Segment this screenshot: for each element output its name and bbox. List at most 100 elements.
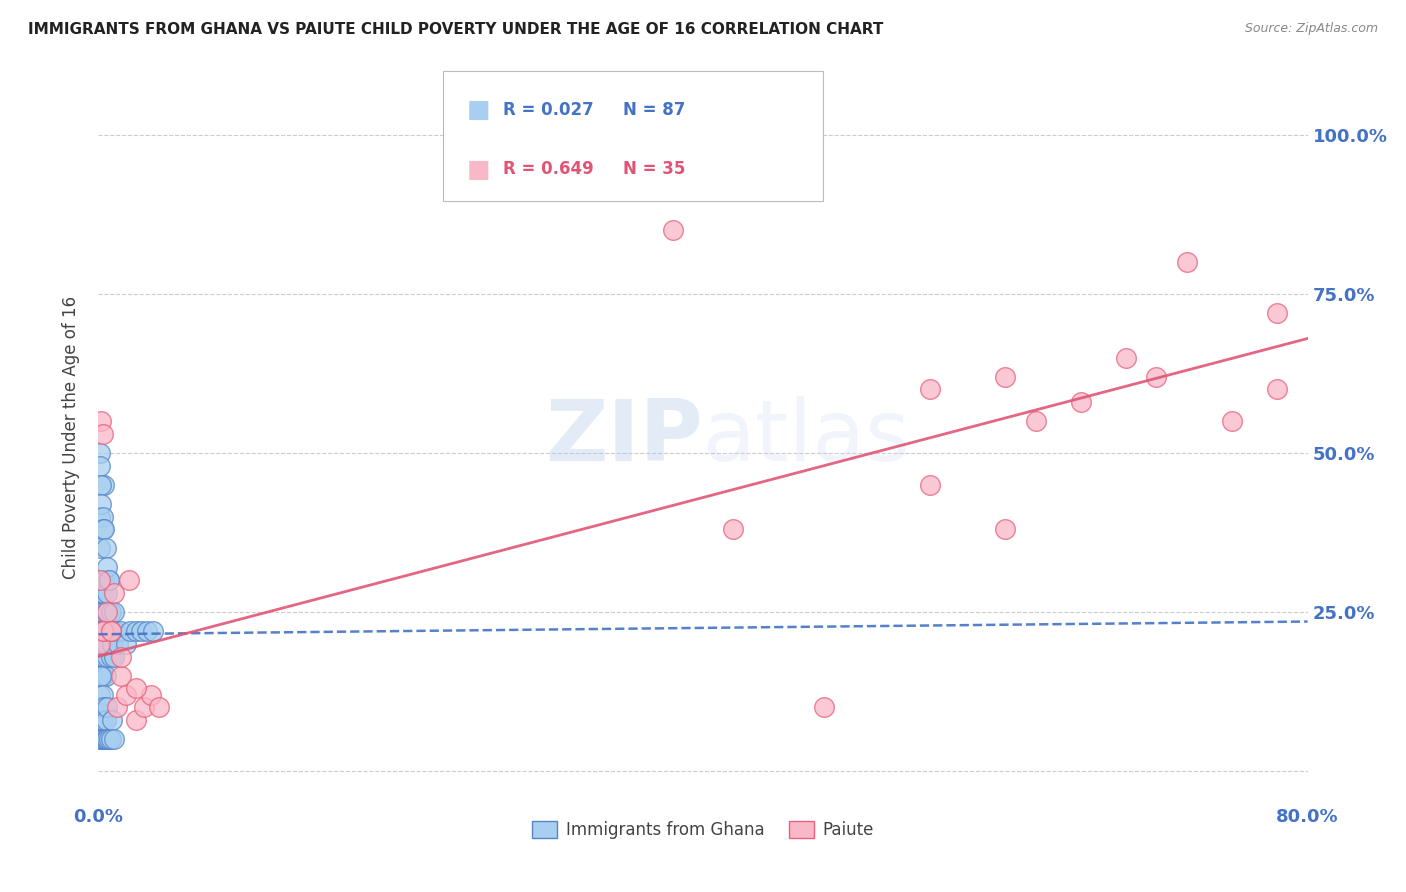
- Point: [1070, 395, 1092, 409]
- Point: [89, 605, 111, 619]
- Point: [141, 688, 163, 702]
- Point: [135, 624, 157, 638]
- Point: [91, 649, 114, 664]
- Point: [90, 668, 112, 682]
- Point: [96, 700, 118, 714]
- Point: [101, 637, 124, 651]
- Point: [723, 522, 745, 536]
- Point: [93, 522, 115, 536]
- Point: [90, 414, 112, 428]
- Point: [90, 573, 112, 587]
- Point: [1024, 414, 1046, 428]
- Point: [90, 649, 112, 664]
- Point: [89, 624, 111, 638]
- Point: [918, 477, 941, 491]
- Point: [104, 624, 127, 638]
- Point: [89, 509, 111, 524]
- Point: [125, 624, 148, 638]
- Point: [91, 522, 114, 536]
- Point: [94, 637, 117, 651]
- Point: [94, 668, 117, 682]
- Text: ■: ■: [467, 158, 491, 181]
- Point: [125, 713, 148, 727]
- Text: ZIP: ZIP: [546, 395, 703, 479]
- Point: [101, 713, 124, 727]
- Point: [114, 637, 136, 651]
- Point: [93, 624, 115, 638]
- Point: [118, 573, 141, 587]
- Text: atlas: atlas: [703, 395, 911, 479]
- Point: [91, 624, 114, 638]
- Point: [93, 573, 115, 587]
- Point: [93, 624, 115, 638]
- Point: [94, 541, 117, 556]
- Point: [98, 637, 121, 651]
- Point: [89, 624, 111, 638]
- Point: [107, 637, 129, 651]
- Point: [813, 700, 835, 714]
- Point: [93, 477, 115, 491]
- Point: [91, 732, 114, 747]
- Legend: Immigrants from Ghana, Paiute: Immigrants from Ghana, Paiute: [526, 814, 880, 846]
- Point: [94, 605, 117, 619]
- Point: [100, 732, 122, 747]
- Point: [96, 624, 118, 638]
- Point: [661, 223, 683, 237]
- Point: [91, 586, 114, 600]
- Point: [98, 573, 121, 587]
- Point: [110, 649, 132, 664]
- Point: [142, 624, 165, 638]
- Point: [96, 605, 118, 619]
- Point: [100, 624, 122, 638]
- Point: [94, 732, 117, 747]
- Point: [89, 732, 111, 747]
- Point: [129, 624, 152, 638]
- Point: [90, 477, 112, 491]
- Point: [100, 605, 122, 619]
- Point: [1144, 369, 1167, 384]
- Point: [91, 713, 114, 727]
- Point: [90, 624, 112, 638]
- Point: [100, 649, 122, 664]
- Point: [93, 624, 115, 638]
- Point: [90, 624, 112, 638]
- Point: [89, 446, 111, 460]
- Point: [89, 586, 111, 600]
- Point: [994, 369, 1017, 384]
- Point: [89, 688, 111, 702]
- Point: [94, 713, 117, 727]
- Point: [89, 668, 111, 682]
- Point: [91, 668, 114, 682]
- Text: N = 35: N = 35: [623, 161, 685, 178]
- Point: [98, 732, 121, 747]
- Point: [90, 732, 112, 747]
- Point: [114, 688, 136, 702]
- Text: R = 0.649: R = 0.649: [503, 161, 595, 178]
- Point: [89, 637, 111, 651]
- Point: [90, 700, 112, 714]
- Point: [103, 732, 125, 747]
- Point: [101, 637, 124, 651]
- Point: [89, 713, 111, 727]
- Point: [89, 637, 111, 651]
- Point: [90, 668, 112, 682]
- Point: [98, 624, 121, 638]
- Point: [91, 605, 114, 619]
- Point: [89, 573, 111, 587]
- Point: [93, 700, 115, 714]
- Point: [105, 700, 128, 714]
- Point: [93, 649, 115, 664]
- Text: Source: ZipAtlas.com: Source: ZipAtlas.com: [1244, 22, 1378, 36]
- Point: [148, 700, 170, 714]
- Point: [110, 624, 132, 638]
- Point: [125, 681, 148, 696]
- Point: [89, 573, 111, 587]
- Point: [994, 522, 1017, 536]
- Point: [89, 637, 111, 651]
- Point: [90, 637, 112, 651]
- Point: [1267, 306, 1289, 320]
- Point: [96, 732, 118, 747]
- Point: [100, 624, 122, 638]
- Point: [120, 624, 142, 638]
- Point: [96, 586, 118, 600]
